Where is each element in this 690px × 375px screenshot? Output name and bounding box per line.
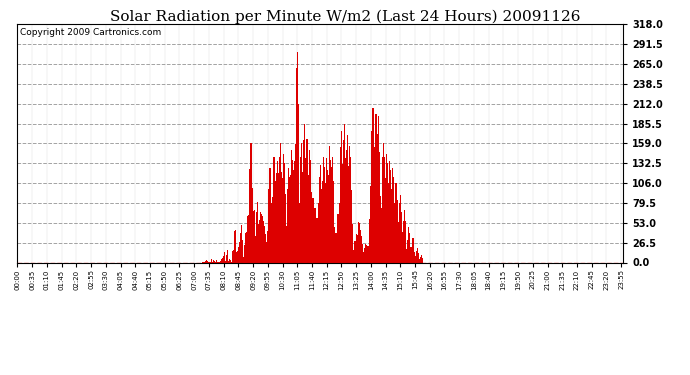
Text: Solar Radiation per Minute W/m2 (Last 24 Hours) 20091126: Solar Radiation per Minute W/m2 (Last 24… (110, 9, 580, 24)
Text: Copyright 2009 Cartronics.com: Copyright 2009 Cartronics.com (20, 28, 161, 37)
